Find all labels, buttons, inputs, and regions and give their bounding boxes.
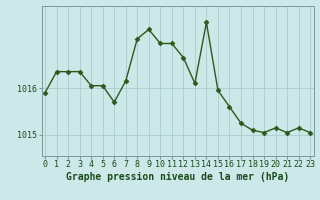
X-axis label: Graphe pression niveau de la mer (hPa): Graphe pression niveau de la mer (hPa) <box>66 172 289 182</box>
